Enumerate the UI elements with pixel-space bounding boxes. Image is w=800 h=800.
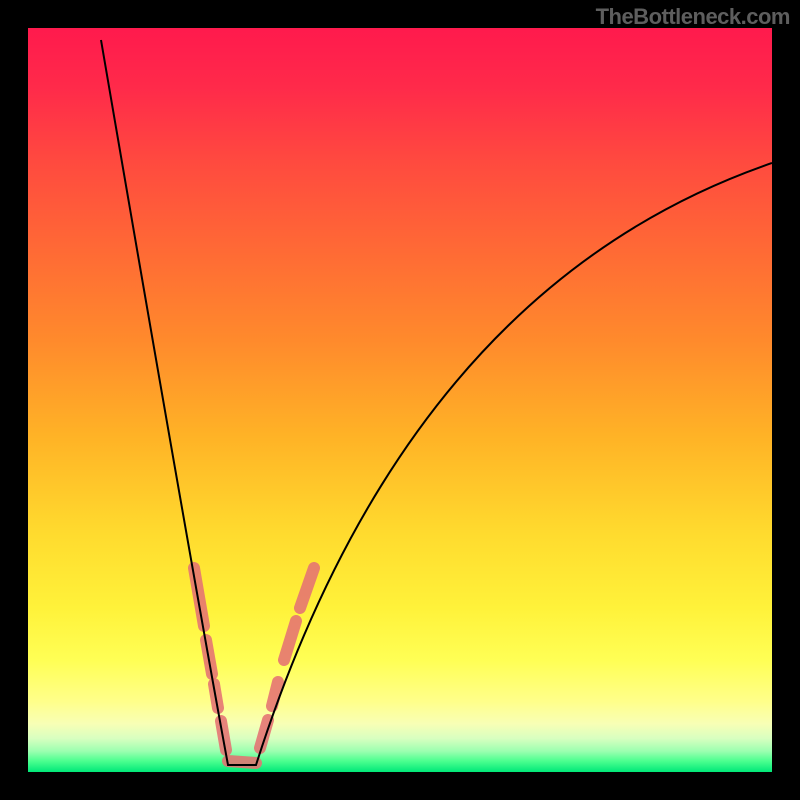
bottleneck-curve: [101, 40, 772, 765]
curve-layer: [28, 28, 772, 772]
highlight-segment: [284, 621, 296, 660]
watermark-text: TheBottleneck.com: [596, 4, 790, 30]
plot-area: [28, 28, 772, 772]
figure-root: TheBottleneck.com: [0, 0, 800, 800]
highlight-markers: [194, 568, 314, 763]
highlight-segment: [300, 568, 314, 608]
highlight-segment: [228, 761, 256, 763]
highlight-segment: [194, 568, 204, 626]
